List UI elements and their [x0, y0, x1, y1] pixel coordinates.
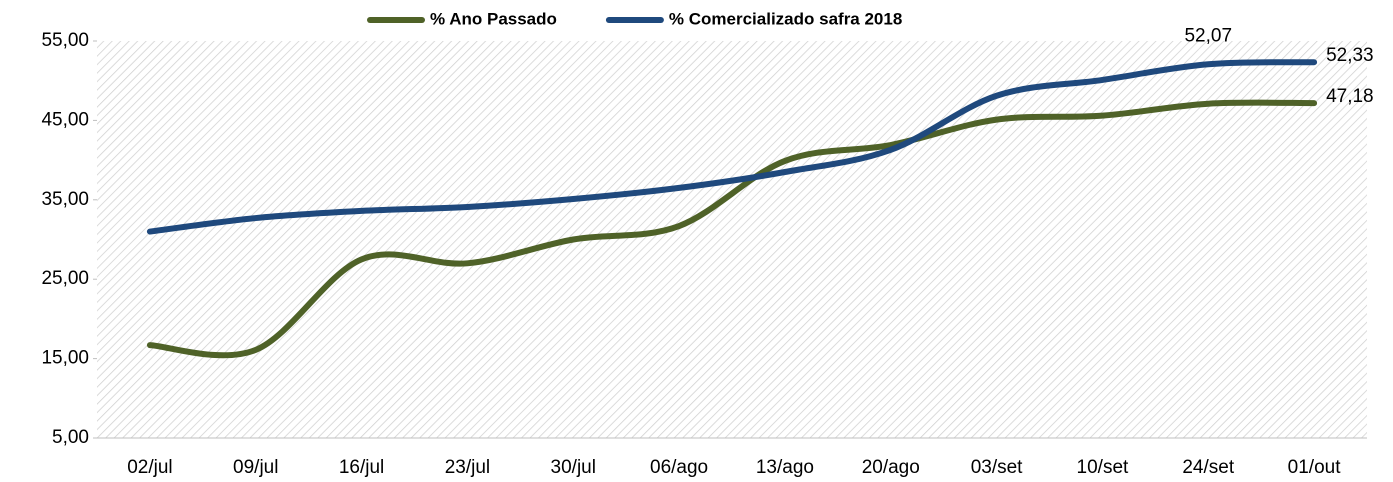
- legend-label: % Comercializado safra 2018: [669, 9, 902, 28]
- legend-label: % Ano Passado: [430, 9, 557, 28]
- series-line: [146, 59, 1318, 235]
- x-tick-label: 09/jul: [233, 457, 278, 478]
- x-tick-label: 13/ago: [756, 457, 814, 478]
- x-tick-label: 30/jul: [551, 457, 596, 478]
- plot-area: [97, 41, 1367, 438]
- y-tick-label: 5,00: [52, 427, 89, 448]
- x-tick-label: 06/ago: [650, 457, 708, 478]
- x-tick-label: 16/jul: [339, 457, 384, 478]
- x-tick-label: 24/set: [1182, 457, 1234, 478]
- y-tick-label: 35,00: [41, 189, 89, 210]
- x-tick-label: 23/jul: [445, 457, 490, 478]
- x-tick-label: 01/out: [1288, 457, 1342, 478]
- data-label: 47,18: [1326, 86, 1374, 107]
- y-tick-label: 25,00: [41, 268, 89, 289]
- y-tick-label: 15,00: [41, 348, 89, 369]
- x-tick-label: 10/set: [1077, 457, 1129, 478]
- y-tick-label: 55,00: [41, 30, 89, 51]
- data-label: 52,33: [1326, 45, 1374, 66]
- x-tick-label: 02/jul: [127, 457, 172, 478]
- x-tick-label: 03/set: [971, 457, 1023, 478]
- y-tick-label: 45,00: [41, 109, 89, 130]
- data-label: 52,07: [1184, 25, 1232, 46]
- series-line: [146, 99, 1318, 359]
- x-tick-label: 20/ago: [862, 457, 920, 478]
